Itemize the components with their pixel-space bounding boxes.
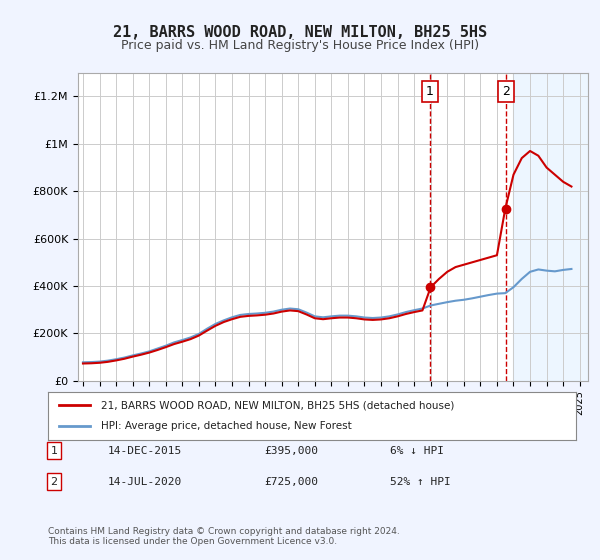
Text: 21, BARRS WOOD ROAD, NEW MILTON, BH25 5HS: 21, BARRS WOOD ROAD, NEW MILTON, BH25 5H… [113, 25, 487, 40]
Text: £395,000: £395,000 [264, 446, 318, 456]
Text: Contains HM Land Registry data © Crown copyright and database right 2024.
This d: Contains HM Land Registry data © Crown c… [48, 526, 400, 546]
Text: 2: 2 [502, 85, 510, 98]
Bar [514, 73, 588, 381]
Text: HPI: Average price, detached house, New Forest: HPI: Average price, detached house, New … [101, 421, 352, 431]
Text: 1: 1 [50, 446, 58, 456]
Text: 2: 2 [50, 477, 58, 487]
Text: 14-DEC-2015: 14-DEC-2015 [108, 446, 182, 456]
Text: 14-JUL-2020: 14-JUL-2020 [108, 477, 182, 487]
Text: 52% ↑ HPI: 52% ↑ HPI [390, 477, 451, 487]
Text: £725,000: £725,000 [264, 477, 318, 487]
Text: 21, BARRS WOOD ROAD, NEW MILTON, BH25 5HS (detached house): 21, BARRS WOOD ROAD, NEW MILTON, BH25 5H… [101, 400, 454, 410]
Text: Price paid vs. HM Land Registry's House Price Index (HPI): Price paid vs. HM Land Registry's House … [121, 39, 479, 52]
Text: 6% ↓ HPI: 6% ↓ HPI [390, 446, 444, 456]
Text: 1: 1 [426, 85, 434, 98]
